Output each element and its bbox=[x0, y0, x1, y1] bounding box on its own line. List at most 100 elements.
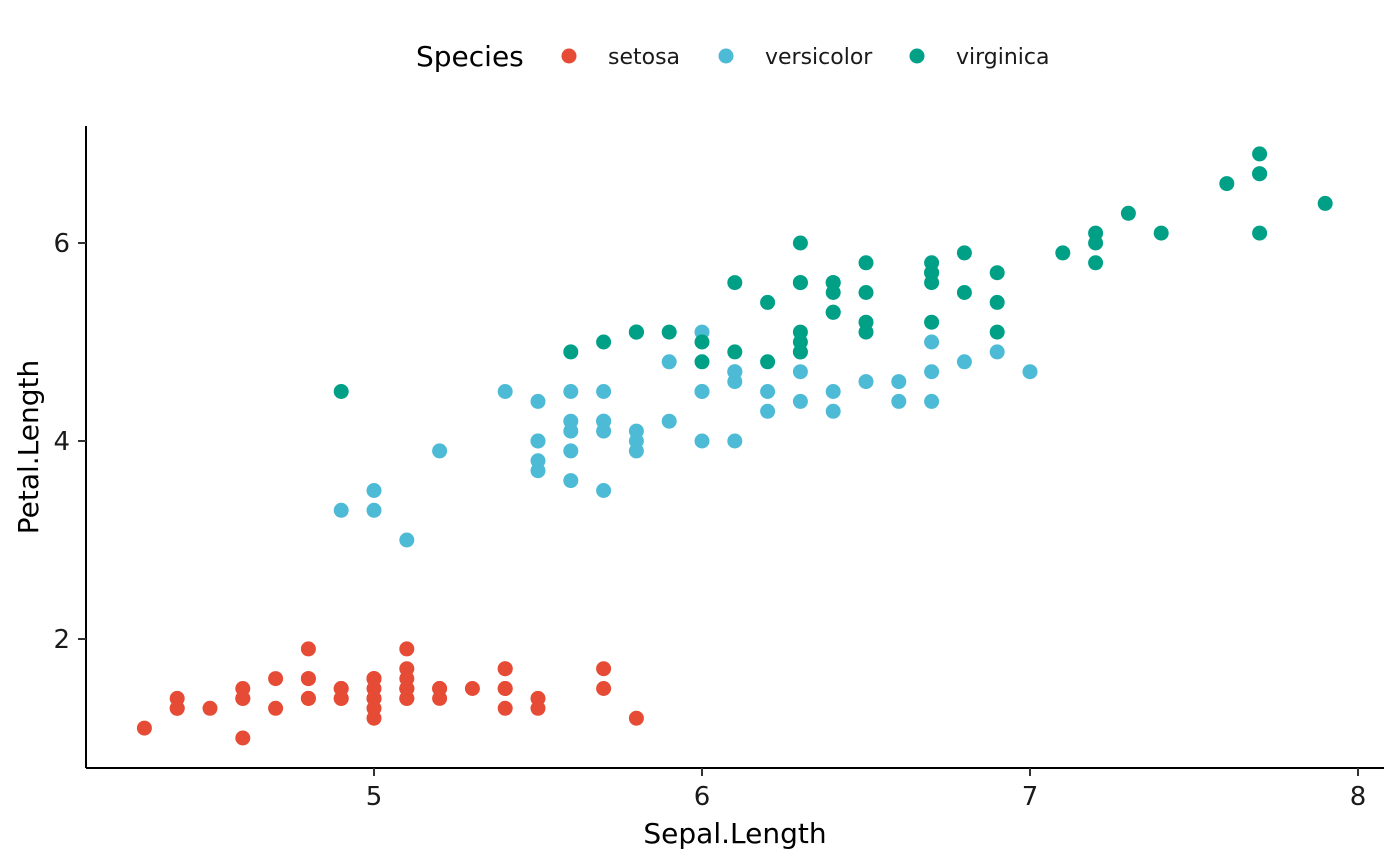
point-versicolor-19 bbox=[563, 443, 579, 459]
point-versicolor-24 bbox=[825, 403, 841, 419]
point-versicolor-5 bbox=[596, 384, 612, 399]
point-virginica-45 bbox=[924, 314, 940, 330]
point-virginica-21 bbox=[563, 344, 579, 360]
y-ticks: 2 4 6 bbox=[53, 229, 86, 655]
point-setosa-42 bbox=[169, 700, 185, 716]
point-versicolor-43 bbox=[366, 502, 382, 518]
y-axis-title: Petal.Length bbox=[12, 360, 45, 535]
point-versicolor-31 bbox=[530, 463, 546, 479]
x-axis-title: Sepal.Length bbox=[643, 817, 826, 850]
x-tick-label-8: 8 bbox=[1350, 782, 1367, 812]
point-versicolor-40 bbox=[530, 393, 546, 409]
point-versicolor-25 bbox=[891, 393, 907, 409]
point-virginica-26 bbox=[760, 354, 776, 370]
point-virginica-27 bbox=[727, 344, 743, 360]
point-versicolor-27 bbox=[924, 334, 940, 350]
point-virginica-49 bbox=[661, 324, 677, 340]
point-setosa-49 bbox=[366, 690, 382, 706]
x-ticks: 5 6 7 8 bbox=[366, 768, 1367, 812]
point-versicolor-10 bbox=[366, 483, 382, 498]
point-versicolor-2 bbox=[989, 344, 1005, 360]
point-versicolor-20 bbox=[661, 354, 677, 370]
point-versicolor-44 bbox=[563, 413, 579, 429]
point-virginica-7 bbox=[1120, 205, 1136, 221]
point-setosa-13 bbox=[136, 720, 152, 736]
point-virginica-0 bbox=[792, 235, 808, 251]
point-virginica-19 bbox=[694, 334, 710, 350]
point-virginica-18 bbox=[1252, 146, 1268, 162]
point-setosa-30 bbox=[300, 671, 316, 687]
point-versicolor-18 bbox=[760, 384, 776, 399]
point-setosa-20 bbox=[497, 661, 513, 677]
point-versicolor-39 bbox=[530, 433, 546, 449]
point-setosa-16 bbox=[497, 700, 513, 716]
legend-title: Species bbox=[416, 40, 524, 73]
x-tick-label-7: 7 bbox=[1022, 782, 1039, 812]
point-setosa-32 bbox=[432, 681, 448, 696]
point-setosa-45 bbox=[300, 690, 316, 706]
point-versicolor-12 bbox=[694, 433, 710, 449]
axes bbox=[85, 126, 1384, 769]
legend-key-versicolor bbox=[718, 48, 734, 64]
point-setosa-15 bbox=[596, 681, 612, 696]
point-virginica-41 bbox=[989, 324, 1005, 340]
x-tick-label-5: 5 bbox=[366, 782, 383, 812]
point-setosa-37 bbox=[333, 690, 349, 706]
point-virginica-36 bbox=[792, 275, 808, 291]
point-virginica-44 bbox=[924, 265, 940, 281]
point-virginica-42 bbox=[628, 324, 644, 340]
point-versicolor-47 bbox=[760, 403, 776, 419]
point-virginica-25 bbox=[1088, 235, 1104, 251]
point-virginica-39 bbox=[989, 294, 1005, 310]
point-versicolor-8 bbox=[891, 374, 907, 390]
point-virginica-37 bbox=[825, 285, 841, 300]
point-versicolor-14 bbox=[563, 473, 579, 489]
point-versicolor-15 bbox=[924, 393, 940, 409]
point-setosa-18 bbox=[596, 661, 612, 677]
point-setosa-14 bbox=[628, 710, 644, 726]
point-setosa-24 bbox=[300, 641, 316, 657]
legend-key-setosa bbox=[561, 48, 577, 64]
y-tick-label-2: 2 bbox=[53, 625, 70, 655]
legend-label-setosa: setosa bbox=[608, 45, 680, 70]
point-virginica-2 bbox=[1055, 245, 1071, 261]
point-virginica-4 bbox=[858, 255, 874, 271]
point-versicolor-35 bbox=[694, 384, 710, 399]
y-tick-label-6: 6 bbox=[53, 229, 70, 259]
point-versicolor-21 bbox=[727, 433, 743, 449]
point-setosa-47 bbox=[235, 690, 251, 706]
point-virginica-16 bbox=[858, 285, 874, 300]
point-versicolor-9 bbox=[432, 443, 448, 459]
point-setosa-36 bbox=[530, 700, 546, 716]
point-versicolor-6 bbox=[792, 364, 808, 380]
point-versicolor-11 bbox=[661, 413, 677, 429]
point-setosa-41 bbox=[202, 700, 218, 716]
point-virginica-47 bbox=[858, 314, 874, 330]
point-setosa-46 bbox=[399, 671, 415, 687]
point-setosa-31 bbox=[497, 681, 513, 696]
point-virginica-46 bbox=[792, 334, 808, 350]
legend-key-virginica bbox=[909, 48, 925, 64]
point-virginica-22 bbox=[1252, 166, 1268, 182]
point-setosa-48 bbox=[464, 681, 480, 696]
point-versicolor-7 bbox=[333, 502, 349, 518]
point-versicolor-29 bbox=[596, 483, 612, 498]
point-versicolor-34 bbox=[497, 384, 513, 399]
point-setosa-29 bbox=[268, 671, 284, 687]
point-setosa-43 bbox=[366, 671, 382, 687]
point-virginica-29 bbox=[1088, 255, 1104, 271]
point-versicolor-1 bbox=[825, 384, 841, 399]
point-versicolor-42 bbox=[628, 433, 644, 449]
legend-label-versicolor: versicolor bbox=[765, 45, 873, 70]
point-versicolor-4 bbox=[858, 374, 874, 390]
legend-label-virginica: virginica bbox=[956, 45, 1050, 70]
point-virginica-43 bbox=[956, 245, 972, 261]
point-setosa-44 bbox=[399, 641, 415, 657]
point-virginica-15 bbox=[825, 304, 841, 320]
x-tick-label-6: 6 bbox=[694, 782, 711, 812]
point-versicolor-41 bbox=[727, 374, 743, 390]
point-virginica-6 bbox=[333, 384, 349, 399]
point-virginica-48 bbox=[760, 294, 776, 310]
point-virginica-38 bbox=[694, 354, 710, 370]
